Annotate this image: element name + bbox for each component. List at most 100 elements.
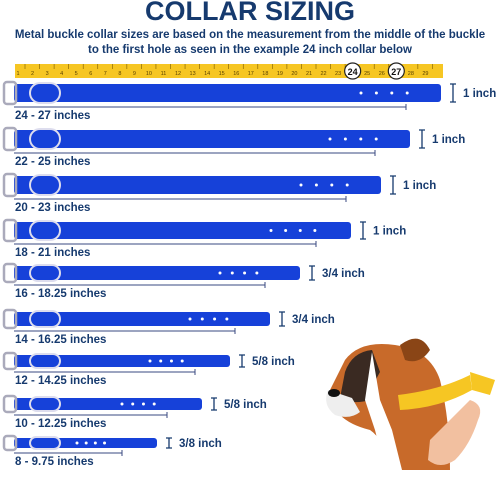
- hole: [225, 317, 229, 321]
- collar-width: 1 inch: [432, 134, 465, 146]
- collar-strap: [14, 222, 351, 239]
- ruler-circle: [344, 62, 362, 80]
- hole: [405, 91, 409, 95]
- ruler-number: 7: [104, 71, 107, 77]
- collar-strap: [14, 130, 410, 148]
- collar-strap: [14, 355, 230, 367]
- hole: [200, 317, 204, 321]
- ruler-number: 20: [291, 71, 297, 77]
- buckle: [2, 351, 18, 371]
- width-bracket: [239, 354, 245, 368]
- hole: [374, 137, 378, 141]
- keeper: [29, 82, 61, 104]
- ruler-number: 1: [16, 71, 19, 77]
- ruler-circle: [387, 62, 405, 80]
- collar-width: 5/8 inch: [252, 356, 295, 368]
- buckle: [2, 218, 18, 243]
- hole: [359, 91, 363, 95]
- collar-width: 1 inch: [373, 226, 406, 238]
- ruler-number: 6: [89, 71, 92, 77]
- keeper: [29, 436, 61, 450]
- ruler-number: 8: [118, 71, 121, 77]
- title: COLLAR SIZING: [145, 0, 355, 26]
- ruler-number: 4: [60, 71, 63, 77]
- collar-strap: [14, 398, 202, 410]
- hole: [243, 271, 247, 275]
- ruler-number: 10: [146, 71, 152, 77]
- hole: [141, 402, 145, 406]
- collar-size: 8 - 9.75 inches: [15, 456, 94, 468]
- hole: [390, 91, 394, 95]
- ruler: [15, 64, 443, 78]
- hole: [269, 229, 273, 232]
- keeper: [29, 220, 61, 241]
- hole: [213, 317, 217, 321]
- collar-size: 10 - 12.25 inches: [15, 418, 106, 430]
- collar-size: 12 - 14.25 inches: [15, 375, 106, 387]
- collar-size: 20 - 23 inches: [15, 202, 90, 214]
- keeper: [29, 128, 61, 150]
- width-bracket: [390, 175, 396, 195]
- width-bracket: [419, 129, 425, 149]
- ruler-number: 17: [248, 71, 254, 77]
- collar-strap: [14, 312, 270, 326]
- collar-strap: [14, 176, 381, 194]
- ruler-number: 2: [31, 71, 34, 77]
- keeper: [29, 310, 61, 328]
- hole: [255, 271, 259, 275]
- buckle: [2, 434, 18, 452]
- ruler-number: 29: [422, 71, 428, 77]
- collar-size: 18 - 21 inches: [15, 247, 90, 259]
- hole: [180, 359, 184, 363]
- ruler-number: 16: [233, 71, 239, 77]
- ruler-number: 3: [46, 71, 49, 77]
- hole: [93, 441, 97, 445]
- ruler-number: 19: [277, 71, 283, 77]
- keeper: [29, 396, 61, 412]
- width-bracket: [279, 311, 285, 327]
- hole: [330, 183, 334, 187]
- width-bracket: [309, 265, 315, 281]
- hole: [188, 317, 192, 321]
- hole: [328, 137, 332, 141]
- hole: [299, 183, 303, 187]
- ruler-circled-number: 24: [348, 67, 358, 77]
- ruler-number: 22: [320, 71, 326, 77]
- collar-width: 5/8 inch: [224, 399, 267, 411]
- width-bracket: [360, 221, 366, 240]
- hole: [152, 402, 156, 406]
- buckle: [2, 308, 18, 330]
- collar-width: 3/8 inch: [179, 438, 222, 450]
- ruler-number: 11: [161, 71, 167, 77]
- hole: [374, 91, 378, 95]
- keeper: [29, 264, 61, 282]
- collar-width: 3/4 inch: [292, 314, 335, 326]
- hole: [314, 183, 318, 187]
- width-bracket: [450, 83, 456, 103]
- buckle: [2, 394, 18, 414]
- ruler-circled-number: 27: [391, 67, 401, 77]
- collar-size: 14 - 16.25 inches: [15, 334, 106, 346]
- subtitle: Metal buckle collar sizes are based on t…: [15, 29, 485, 41]
- collar-size: 16 - 18.25 inches: [15, 288, 106, 300]
- ruler-number: 18: [262, 71, 268, 77]
- buckle: [2, 126, 18, 152]
- width-bracket: [211, 397, 217, 411]
- ruler-number: 5: [75, 71, 78, 77]
- hole: [298, 229, 302, 232]
- hole: [359, 137, 363, 141]
- hole: [148, 359, 152, 363]
- collar-size: 24 - 27 inches: [15, 110, 90, 122]
- hole: [120, 402, 124, 406]
- hole: [313, 229, 317, 232]
- buckle: [2, 172, 18, 198]
- hole: [345, 183, 349, 187]
- hole: [75, 441, 79, 445]
- hole: [159, 359, 163, 363]
- collar-width: 1 inch: [403, 180, 436, 192]
- keeper: [29, 353, 61, 369]
- keeper: [29, 174, 61, 196]
- ruler-number: 14: [204, 71, 210, 77]
- hole: [230, 271, 234, 275]
